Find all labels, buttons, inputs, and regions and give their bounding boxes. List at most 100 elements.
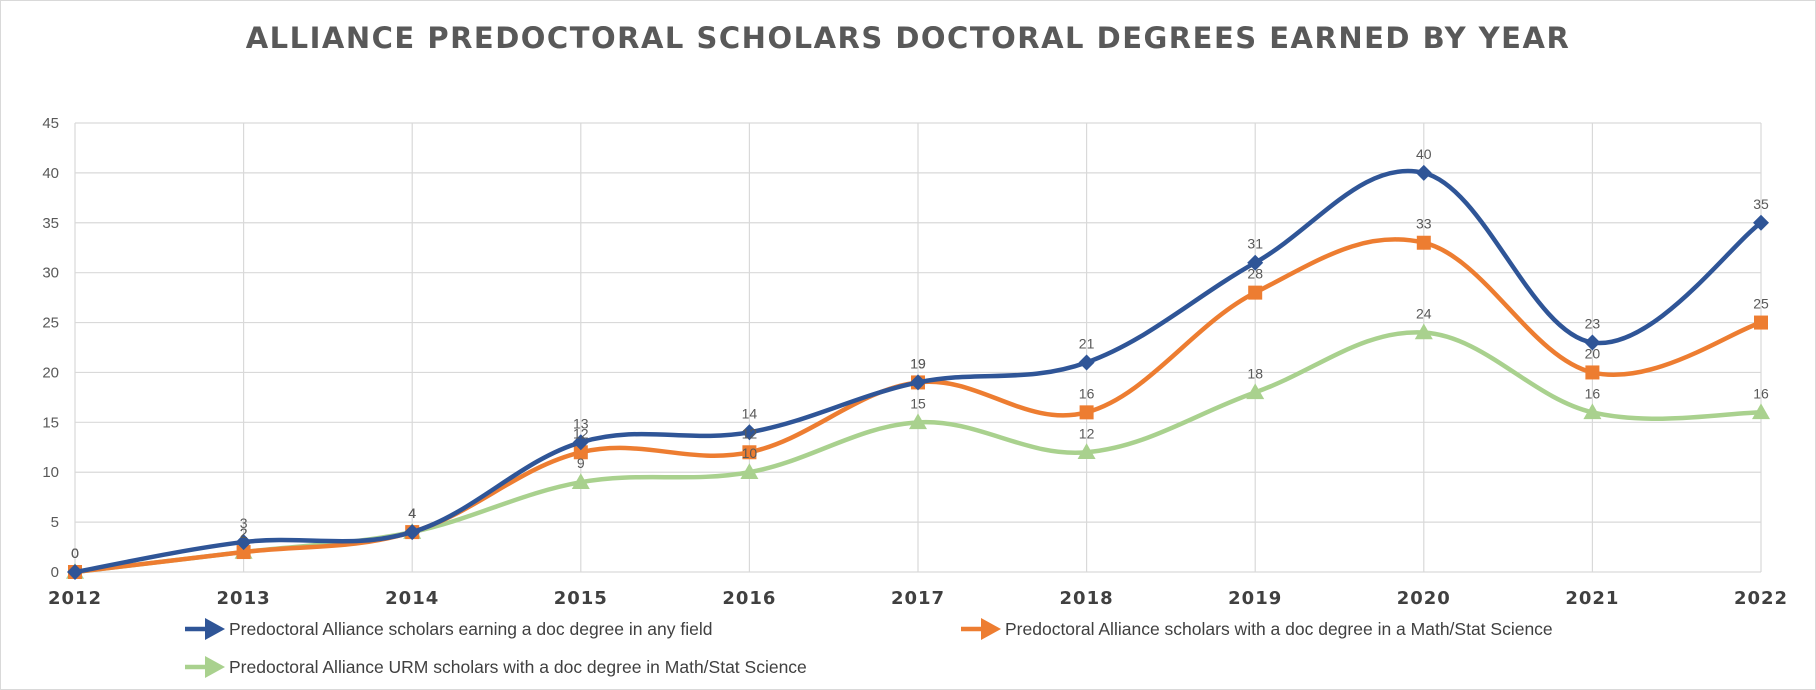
data-label-math-stat: 25 (1753, 296, 1769, 312)
x-tick-label: 2015 (554, 588, 608, 609)
data-point-any-field (235, 534, 252, 551)
data-label-math-stat: 4 (408, 505, 416, 521)
legend-arrow-icon (981, 618, 1001, 640)
series-line-any-field (72, 168, 1764, 575)
data-label-math-stat: 2 (240, 525, 248, 541)
x-tick-label: 2016 (722, 588, 776, 609)
data-point-any-field (572, 434, 589, 451)
data-point-urm-math-stat (909, 413, 927, 430)
chart-title: ALLIANCE PREDOCTORAL SCHOLARS DOCTORAL D… (245, 21, 1571, 55)
data-label-urm-math-stat: 24 (1416, 306, 1432, 322)
data-point-math-stat (1416, 235, 1431, 250)
legend-label: Predoctoral Alliance scholars earning a … (229, 619, 713, 639)
data-label-math-stat: 28 (1247, 266, 1263, 282)
x-tick-label: 2021 (1565, 588, 1619, 609)
data-label-math-stat: 12 (573, 425, 589, 441)
series-group (66, 164, 1770, 580)
data-label-urm-math-stat: 15 (910, 395, 926, 411)
legend-arrow-icon (205, 618, 225, 640)
x-tick-label: 2014 (385, 588, 439, 609)
x-axis: 2012 2013 2014 2015 2016 2017 2018 2019 2020 2021… (48, 588, 1788, 609)
legend: Predoctoral Alliance scholars earning a … (185, 618, 1553, 678)
data-label-math-stat: 0 (71, 545, 79, 561)
gridlines (74, 122, 1762, 573)
data-point-math-stat (1754, 315, 1768, 330)
y-tick-label: 10 (42, 464, 59, 481)
data-point-any-field (741, 424, 758, 441)
data-label-urm-math-stat: 9 (577, 455, 585, 471)
data-label-any-field: 35 (1753, 196, 1769, 212)
data-label-any-field: 31 (1247, 236, 1263, 252)
data-point-urm-math-stat (1246, 383, 1265, 400)
data-label-any-field: 0 (71, 545, 79, 561)
data-label-any-field: 3 (240, 515, 248, 531)
data-label-any-field: 19 (910, 355, 926, 371)
data-label-urm-math-stat: 12 (1079, 425, 1095, 441)
x-tick-label: 2013 (217, 588, 271, 609)
data-point-any-field (404, 524, 421, 541)
x-tick-label: 2022 (1734, 588, 1788, 609)
data-point-any-field (1078, 354, 1095, 371)
data-point-any-field (1247, 254, 1264, 271)
data-label-urm-math-stat: 2 (240, 525, 248, 541)
y-tick-label: 35 (42, 215, 59, 232)
data-point-math-stat (742, 445, 757, 460)
data-point-any-field (1753, 214, 1769, 231)
data-point-any-field (910, 374, 926, 391)
data-label-urm-math-stat: 16 (1585, 385, 1601, 401)
data-point-math-stat (573, 445, 588, 460)
data-point-math-stat (236, 545, 251, 560)
legend-label: Predoctoral Alliance scholars with a doc… (1005, 619, 1553, 639)
data-label-math-stat: 16 (1079, 385, 1095, 401)
data-point-urm-math-stat (1583, 403, 1602, 420)
data-label-any-field: 13 (573, 415, 589, 431)
data-label-math-stat: 19 (910, 355, 926, 371)
y-tick-label: 45 (42, 115, 59, 132)
legend-arrow-icon (205, 656, 225, 678)
data-point-urm-math-stat (571, 473, 590, 489)
x-tick-label: 2012 (48, 588, 102, 609)
y-tick-label: 25 (42, 315, 59, 332)
data-label-any-field: 14 (742, 405, 758, 421)
data-point-any-field (67, 564, 83, 580)
x-tick-label: 2017 (891, 588, 945, 609)
data-label-urm-math-stat: 0 (71, 545, 79, 561)
x-tick-label: 2020 (1397, 588, 1451, 609)
data-point-math-stat (1248, 285, 1263, 300)
data-label-urm-math-stat: 18 (1247, 365, 1263, 381)
data-point-any-field (1415, 164, 1432, 181)
y-tick-label: 0 (51, 564, 59, 581)
data-point-urm-math-stat (740, 463, 759, 479)
data-label-any-field: 23 (1585, 316, 1601, 332)
y-tick-label: 15 (42, 414, 59, 431)
legend-label: Predoctoral Alliance URM scholars with a… (229, 657, 807, 677)
y-tick-label: 5 (51, 514, 59, 531)
data-point-math-stat (1585, 365, 1600, 380)
legend-item-any-field: Predoctoral Alliance scholars earning a … (185, 618, 713, 640)
x-tick-label: 2019 (1228, 588, 1282, 609)
data-label-urm-math-stat: 4 (408, 505, 416, 521)
y-axis: 0 5 10 15 20 25 30 35 40 45 (42, 115, 59, 581)
data-point-urm-math-stat (1414, 323, 1433, 340)
y-tick-label: 30 (42, 265, 59, 282)
data-label-any-field: 4 (408, 505, 416, 521)
data-point-urm-math-stat (1752, 403, 1770, 420)
x-tick-label: 2018 (1060, 588, 1114, 609)
y-tick-label: 40 (42, 165, 59, 182)
legend-item-urm-math-stat: Predoctoral Alliance URM scholars with a… (185, 656, 807, 678)
data-label-math-stat: 12 (742, 425, 758, 441)
series-any-field (67, 164, 1769, 580)
data-label-any-field: 21 (1079, 335, 1095, 351)
data-label-urm-math-stat: 10 (742, 445, 758, 461)
data-label-urm-math-stat: 16 (1753, 385, 1769, 401)
data-point-urm-math-stat (1077, 443, 1096, 460)
data-label-math-stat: 20 (1585, 345, 1601, 361)
data-point-math-stat (1079, 405, 1094, 420)
y-tick-label: 20 (42, 364, 59, 381)
data-label-any-field: 40 (1416, 146, 1432, 162)
legend-item-math-stat: Predoctoral Alliance scholars with a doc… (961, 618, 1553, 640)
data-label-math-stat: 33 (1416, 216, 1432, 232)
